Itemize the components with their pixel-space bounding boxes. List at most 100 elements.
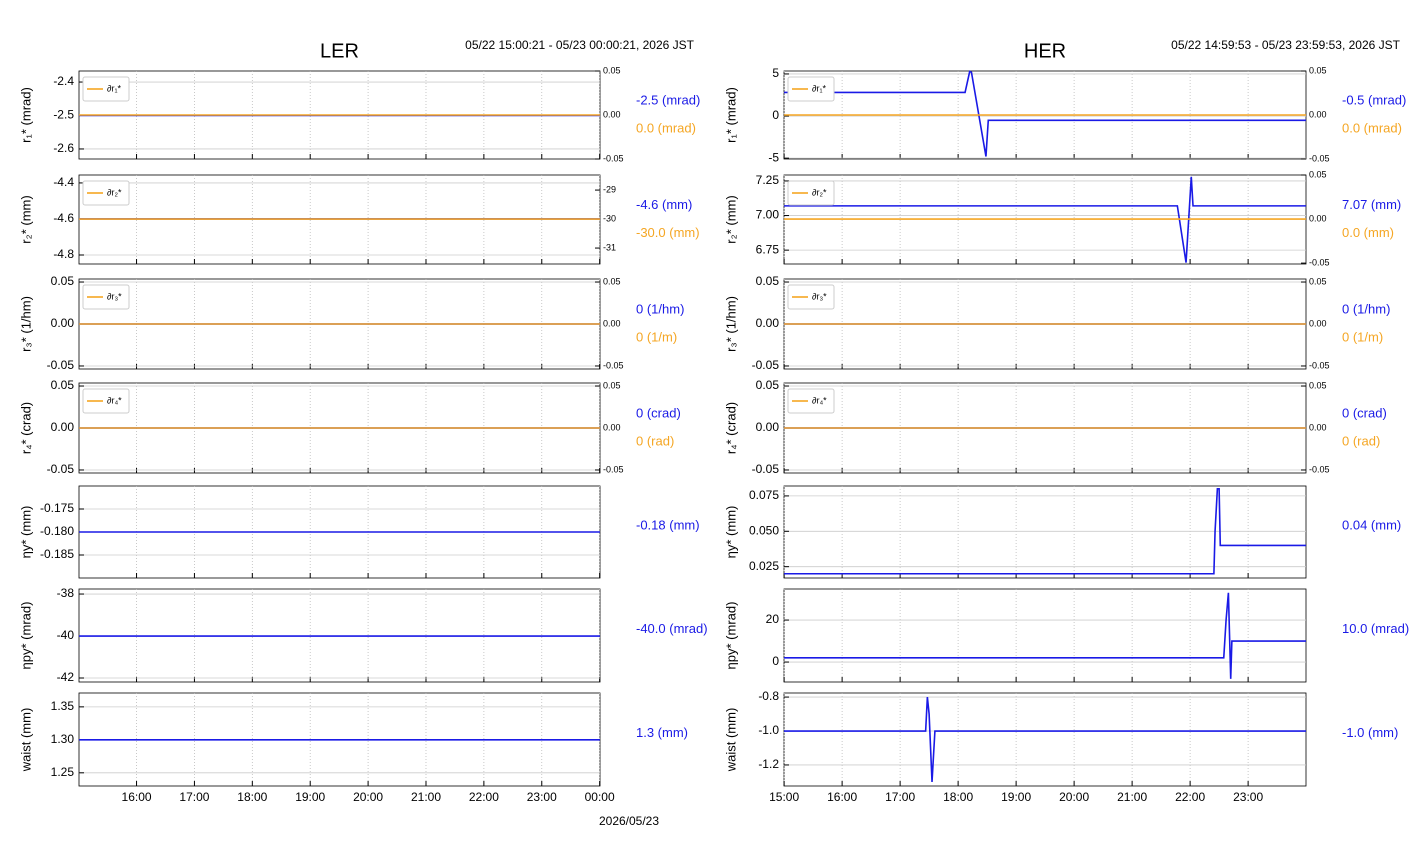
readout: 0 (1/hm) (1342, 301, 1390, 316)
y2-tick-label: -0.05 (603, 360, 624, 370)
y-tick-label: -2.6 (53, 141, 74, 155)
y-axis-label: r₂* (mm) (18, 195, 33, 243)
readout: 10.0 (mrad) (1342, 621, 1409, 636)
y-axis-label: r₄* (crad) (723, 402, 738, 454)
y-tick-label: 6.75 (756, 242, 780, 256)
y-tick-label: -0.175 (40, 501, 74, 515)
y-tick-label: 0.050 (749, 523, 779, 537)
y2-tick-label: 0.05 (603, 65, 621, 75)
y-tick-label: 0.025 (749, 559, 779, 573)
y-tick-label: 0.05 (756, 274, 780, 288)
y-tick-label: 0.00 (51, 420, 75, 434)
legend-box (787, 76, 835, 102)
y-tick-label: -4.8 (53, 247, 74, 261)
plot-frame (783, 588, 1307, 683)
x-tick-label: 20:00 (353, 790, 383, 804)
panel: 0.075 0.050 0.025 ηy* (mm) 0.04 (mm) (723, 485, 1401, 579)
y2-tick-label: -30 (603, 213, 616, 223)
legend-label: ∂r₃* (107, 291, 122, 301)
y-tick-label: -0.05 (752, 358, 780, 372)
y-axis-label: r₃* (1/hm) (723, 296, 738, 352)
x-tick-label: 19:00 (1001, 790, 1031, 804)
x-tick-label: 22:00 (469, 790, 499, 804)
y-tick-label: 0 (772, 108, 779, 122)
x-tick-label: 19:00 (295, 790, 325, 804)
y-tick-label: 7.00 (756, 208, 780, 222)
x-tick-label: 23:00 (527, 790, 557, 804)
y-tick-label: 20 (766, 612, 780, 626)
y2-tick-label: 0.05 (1309, 169, 1327, 179)
y-axis-label: ηpy* (mrad) (723, 602, 738, 670)
y-tick-label: -4.4 (53, 175, 74, 189)
y-tick-label: -0.05 (47, 462, 75, 476)
y2-tick-label: 0.00 (1309, 422, 1327, 432)
y2-tick-label: -29 (603, 184, 616, 194)
readout: 0 (1/hm) (636, 301, 684, 316)
y-tick-label: 0 (772, 654, 779, 668)
y-tick-label: -0.05 (752, 462, 780, 476)
y2-tick-label: 0.05 (1309, 380, 1327, 390)
y2-tick-label: 0.05 (603, 276, 621, 286)
legend-label: ∂r₁* (812, 83, 826, 93)
y-tick-label: -1.0 (758, 723, 779, 737)
legend-label: ∂r₄* (107, 395, 122, 405)
legend-label: ∂r₂* (812, 187, 827, 197)
y-axis-label: ηy* (mm) (18, 506, 33, 559)
readout: -4.6 (mm) (636, 197, 692, 212)
readout: 0.0 (mm) (1342, 225, 1394, 240)
y-axis-label: r₁* (mrad) (723, 87, 738, 143)
y2-tick-label: -0.05 (1309, 360, 1330, 370)
readout: -0.18 (mm) (636, 517, 700, 532)
y-axis-label: waist (mm) (18, 708, 33, 773)
plot-frame (783, 485, 1307, 579)
legend-label: ∂r₁* (107, 83, 121, 93)
x-tick-label: 18:00 (943, 790, 973, 804)
y-tick-label: -4.6 (53, 211, 74, 225)
readout: 0 (rad) (636, 433, 674, 448)
y-tick-label: 1.25 (51, 765, 75, 779)
data-line (784, 696, 1306, 782)
y-tick-label: 0.05 (51, 378, 75, 392)
readout: 0 (crad) (1342, 405, 1387, 420)
legend-label: ∂r₄* (812, 395, 827, 405)
x-tick-label: 17:00 (885, 790, 915, 804)
readout: -0.5 (mrad) (1342, 92, 1406, 107)
y-axis-label: r₂* (mm) (723, 195, 738, 243)
panel: 7.25 7.00 6.75 0.05 0.00 -0.05 ∂r₂* r₂* (mm) 7.0… (723, 169, 1401, 267)
chart-subtitle: 05/22 14:59:53 - 05/23 23:59:53, 2026 JS… (1171, 38, 1401, 52)
readout: 0 (crad) (636, 405, 681, 420)
y-axis-label: r₄* (crad) (18, 402, 33, 454)
x-tick-label: 17:00 (179, 790, 209, 804)
data-line (784, 70, 1306, 157)
x-tick-label: 00:00 (585, 790, 615, 804)
y-tick-label: 7.25 (756, 173, 780, 187)
x-tick-label: 21:00 (411, 790, 441, 804)
y2-tick-label: 0.05 (603, 380, 621, 390)
y-axis-label: ηpy* (mrad) (18, 602, 33, 670)
y-axis-label: r₁* (mrad) (18, 87, 33, 143)
y-tick-label: -38 (57, 586, 75, 600)
chart-title: HER (1024, 40, 1066, 62)
x-tick-label: 16:00 (122, 790, 152, 804)
readout: 0.04 (mm) (1342, 517, 1401, 532)
readout: -1.0 (mm) (1342, 725, 1398, 740)
y2-tick-label: -0.05 (1309, 257, 1330, 267)
x-tick-label: 15:00 (769, 790, 799, 804)
x-tick-label: 21:00 (1117, 790, 1147, 804)
y2-tick-label: 0.00 (603, 318, 621, 328)
readout: 0 (1/m) (1342, 329, 1383, 344)
legend-box (82, 388, 130, 414)
y-tick-label: 0.00 (756, 316, 780, 330)
x-axis-label: 2026/05/23 (599, 814, 659, 828)
readout: -40.0 (mrad) (636, 621, 708, 636)
y-tick-label: 0.05 (51, 274, 75, 288)
y-tick-label: 0.05 (756, 378, 780, 392)
y2-tick-label: 0.00 (603, 422, 621, 432)
panel: -2.4 -2.5 -2.6 0.05 0.00 -0.05 ∂r₁* r₁* (mrad) -… (18, 65, 700, 163)
y-tick-label: 0.00 (51, 316, 75, 330)
readout: 1.3 (mm) (636, 725, 688, 740)
data-line (784, 488, 1306, 575)
panel: -0.175 -0.180 -0.185 ηy* (mm) -0.18 (mm) (18, 485, 700, 579)
legend-label: ∂r₃* (812, 291, 827, 301)
y-tick-label: -0.8 (758, 689, 779, 703)
